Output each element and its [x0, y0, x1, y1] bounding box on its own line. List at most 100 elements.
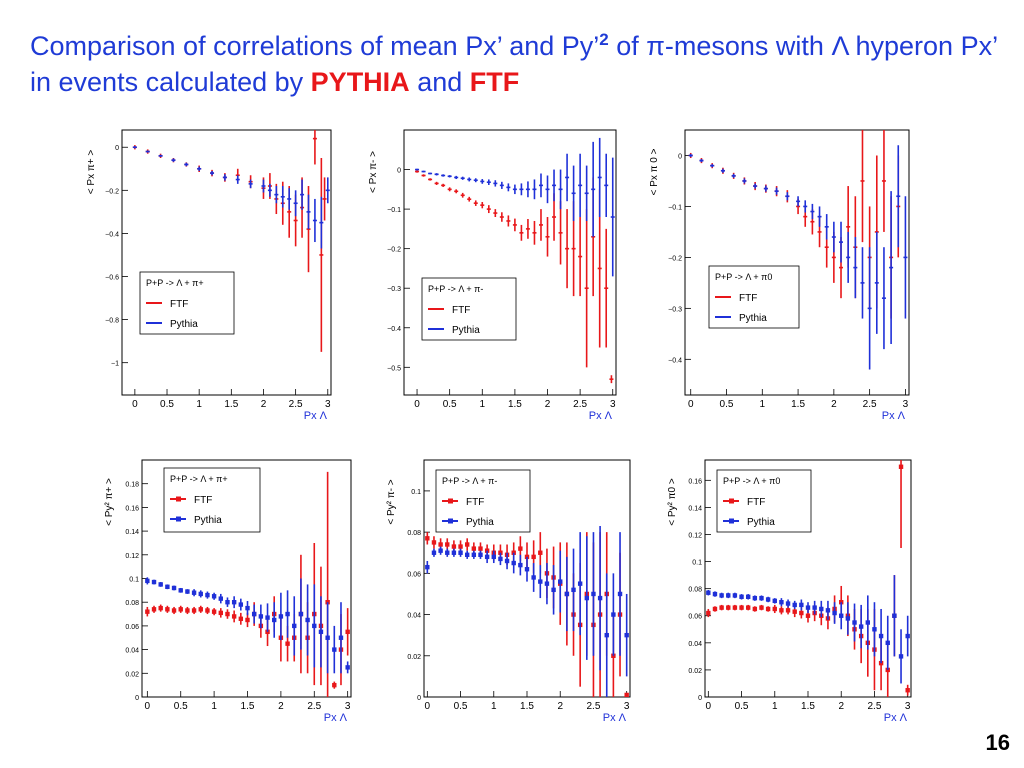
pythia-point — [878, 633, 884, 639]
pythia-point — [278, 614, 284, 619]
x-tick-label: 2 — [545, 399, 551, 410]
legend: P+P -> Λ + π+ FTF Pythia — [163, 467, 261, 533]
legend: P+P -> Λ + π- FTF Pythia — [421, 277, 517, 341]
title-and: and — [409, 67, 470, 97]
y-tick-label: 0.1 — [411, 489, 421, 496]
ftf-point — [719, 605, 724, 610]
pythia-point — [191, 590, 197, 595]
pythia-point — [478, 552, 483, 557]
title-part2: of π-mesons with Λ hyperon Px’ in events… — [30, 31, 998, 97]
pythia-point — [858, 624, 864, 629]
title-pythia: PYTHIA — [310, 67, 410, 97]
pythia-point — [544, 581, 550, 586]
ftf-point — [745, 605, 751, 610]
x-tick-label: 1 — [772, 701, 778, 712]
x-tick-label: 2.5 — [289, 399, 303, 410]
y-tick-label: 0.02 — [407, 654, 421, 661]
pythia-point — [165, 584, 170, 589]
chart-py2-piplus: < Py² π+ > 0 0.02 0.04 0.06 0.08 0.1 0.12 0.14 0.… — [104, 459, 352, 724]
pythia-point — [265, 615, 270, 620]
pythia-point — [464, 552, 470, 557]
x-tick-label: 0 — [414, 399, 420, 410]
ftf-point — [245, 617, 250, 623]
y-tick-label: 0.12 — [125, 553, 139, 560]
legend-entry-pythia: Pythia — [739, 313, 767, 324]
ftf-point — [171, 608, 177, 613]
pythia-point — [732, 593, 738, 598]
legend-title: P+P -> Λ + π- — [442, 476, 497, 486]
x-tick-label: 3 — [905, 701, 911, 712]
pythia-point — [484, 554, 490, 560]
pythia-point — [865, 620, 871, 625]
pythia-point — [624, 632, 629, 638]
y-tick-label: 0 — [417, 695, 421, 702]
y-tick-label: 0.16 — [125, 505, 139, 512]
pythia-point — [211, 594, 217, 599]
pythia-point — [245, 605, 250, 611]
pythia-point — [571, 587, 576, 593]
x-tick-label: 3 — [345, 701, 351, 712]
y-tick-label: 0.08 — [688, 587, 702, 594]
y-tick-label: −0.2 — [387, 247, 401, 254]
pythia-point — [258, 614, 264, 619]
ftf-point — [478, 546, 483, 551]
pythia-point — [799, 602, 804, 608]
ftf-point — [265, 629, 270, 635]
y-tick-label: 0.02 — [125, 671, 139, 678]
legend: P+P -> Λ + π- FTF Pythia — [435, 469, 531, 533]
title-part1: Comparison of correlations of mean Px’ a… — [30, 31, 600, 61]
ftf-point — [805, 613, 811, 618]
legend-marker-pythia — [729, 518, 734, 524]
data-area — [415, 137, 615, 384]
pythia-point — [739, 594, 744, 599]
pythia-point — [325, 635, 330, 640]
x-axis-label: Px Λ — [882, 410, 906, 422]
x-tick-label: 2.5 — [586, 701, 600, 712]
x-tick-label: 0.5 — [443, 399, 457, 410]
pythia-point — [531, 575, 536, 580]
legend-entry-pythia: Pythia — [194, 515, 222, 526]
y-tick-label: −0.2 — [105, 188, 119, 195]
slide-title: Comparison of correlations of mean Px’ a… — [30, 22, 1010, 100]
x-tick-label: 1.5 — [241, 701, 255, 712]
x-axis-label: Px Λ — [589, 410, 613, 422]
x-tick-label: 2 — [831, 399, 837, 410]
y-tick-label: −0.1 — [387, 207, 401, 214]
y-tick-label: −0.3 — [387, 286, 401, 293]
ftf-point — [185, 608, 190, 613]
pythia-point — [511, 560, 516, 566]
ftf-point — [524, 554, 530, 560]
y-tick-label: −0.1 — [668, 204, 682, 211]
legend-marker-ftf — [729, 498, 734, 504]
pythia-point — [231, 600, 237, 605]
y-tick-label: 0.1 — [129, 577, 139, 584]
pythia-point — [577, 581, 583, 586]
ftf-point — [225, 611, 230, 617]
x-tick-label: 0 — [425, 701, 431, 712]
x-axis-label: Px Λ — [324, 712, 348, 724]
x-axis-label: Px Λ — [884, 712, 908, 724]
pythia-point — [491, 554, 496, 560]
ftf-point — [752, 606, 758, 612]
y-tick-label: 0.04 — [407, 613, 421, 620]
data-area — [706, 460, 910, 697]
pythia-point — [205, 592, 210, 598]
ftf-point — [785, 608, 791, 613]
legend-title: P+P -> Λ + π- — [428, 284, 483, 294]
pythia-point — [832, 610, 837, 616]
legend-marker-pythia — [448, 518, 453, 524]
x-tick-label: 0.5 — [454, 701, 468, 712]
pythia-point — [839, 613, 844, 618]
ftf-point — [611, 653, 616, 658]
pythia-point — [272, 617, 277, 623]
x-tick-label: 1 — [491, 701, 497, 712]
legend-entry-pythia: Pythia — [747, 517, 775, 528]
x-tick-label: 2 — [261, 399, 267, 410]
x-tick-label: 1.5 — [801, 701, 815, 712]
ftf-point — [799, 610, 804, 616]
legend-entry-pythia: Pythia — [466, 517, 494, 528]
y-tick-label: −0.5 — [387, 365, 401, 372]
y-axis-label: < Py² π+ > — [104, 478, 115, 526]
ftf-point — [158, 605, 163, 611]
y-tick-label: 0 — [397, 168, 401, 175]
